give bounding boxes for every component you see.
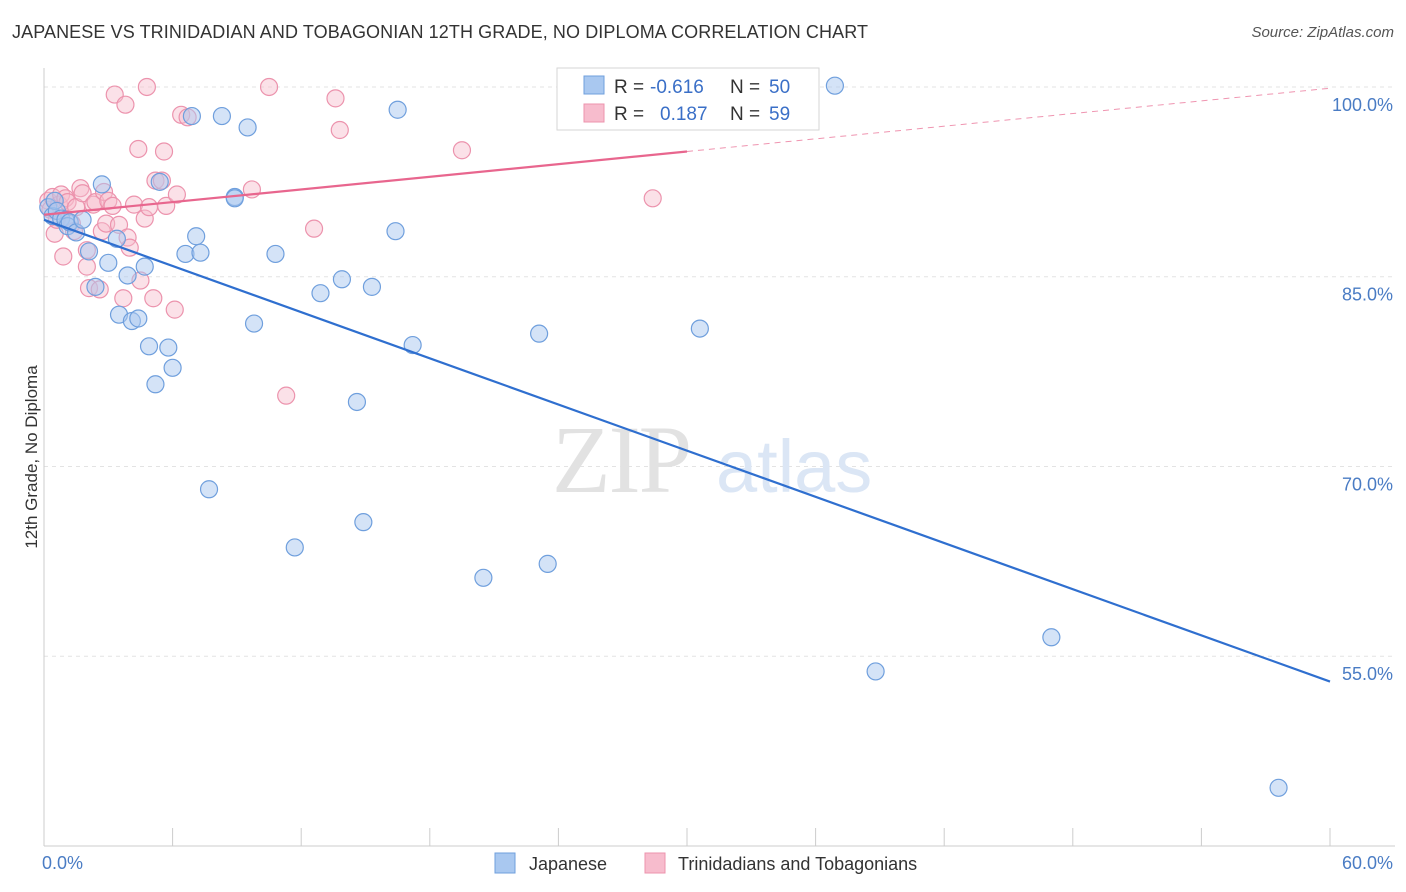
japanese-point (866, 662, 885, 681)
legend-swatch-trini (583, 103, 605, 123)
legend-swatch-japanese (583, 75, 605, 95)
japanese-point (538, 554, 557, 573)
trinidadian-point (277, 386, 296, 405)
legend-r-label-trini: R = (614, 104, 644, 125)
japanese-point (159, 338, 178, 357)
japanese-point (362, 277, 382, 296)
japanese-point (176, 244, 195, 264)
trinidadian-point (167, 185, 186, 204)
trinidadian-point (154, 142, 174, 161)
japanese-point (388, 100, 407, 119)
trinidadian-point (129, 139, 148, 159)
y-tick-label: 100.0% (1332, 95, 1393, 115)
source-attribution: Source: ZipAtlas.com (1251, 24, 1394, 41)
watermark: ZIP atlas (552, 406, 872, 513)
japanese-point (199, 480, 219, 499)
legend-r-value-trini: 0.187 (660, 104, 708, 125)
japanese-points (39, 76, 1288, 797)
watermark-zip: ZIP (552, 406, 690, 513)
japanese-point (73, 210, 92, 229)
japanese-point (118, 266, 137, 285)
japanese-point (354, 513, 373, 532)
trinidadian-point (114, 289, 133, 308)
grid-layer (44, 86, 1395, 657)
japanese-point (191, 243, 210, 262)
japanese-point (403, 335, 422, 355)
japanese-point (182, 106, 201, 126)
legend-n-value-trini: 59 (769, 104, 790, 125)
bottom-legend-swatch-japanese (494, 852, 516, 874)
japanese-point (530, 324, 549, 343)
trinidadian-point (54, 247, 73, 266)
japanese-point (474, 568, 493, 587)
trinidadian-point (330, 120, 349, 140)
bottom-legend-label-trini: Trinidadians and Tobagonians (678, 854, 917, 874)
japanese-point (129, 309, 148, 328)
legend-n-value-japanese: 50 (769, 77, 790, 98)
trinidadian-point (452, 141, 472, 160)
stats-legend: R = -0.616 N = 50 R = 0.187 N = 59 (556, 67, 820, 131)
japanese-point (99, 253, 118, 272)
japanese-point (332, 270, 352, 289)
japanese-point (86, 277, 105, 296)
trinidadian-point (77, 257, 96, 276)
watermark-atlas: atlas (716, 425, 872, 508)
legend-r-value-japanese: -0.616 (650, 77, 704, 98)
trinidadian-point (103, 196, 122, 215)
japanese-point (139, 337, 159, 356)
japanese-point (146, 375, 165, 394)
japanese-point (285, 538, 304, 557)
japanese-point (1269, 778, 1288, 797)
japanese-point (212, 106, 231, 126)
trinidadian-point (259, 77, 279, 97)
trinidadian-point (116, 95, 135, 114)
japanese-point (690, 319, 709, 338)
japanese-point (187, 227, 206, 246)
y-tick-label: 85.0% (1342, 285, 1393, 305)
trinidadian-trend-extension (686, 87, 1331, 152)
legend-n-label-japanese: N = (730, 77, 760, 98)
trinidadian-point (73, 184, 92, 203)
japanese-point (266, 244, 285, 264)
trinidadian-point (97, 214, 116, 233)
trend-lines (43, 87, 1331, 683)
y-tick-label: 70.0% (1342, 474, 1393, 494)
trinidadian-point (326, 89, 345, 108)
trinidadian-point (643, 189, 662, 208)
japanese-point (225, 189, 244, 208)
trinidadian-point (135, 209, 154, 228)
japanese-point (79, 242, 99, 261)
trinidadian-point (139, 198, 159, 217)
japanese-point (825, 76, 844, 95)
axis-labels: 100.0% 85.0% 70.0% 55.0% 0.0% 60.0% 12th Grade… (22, 95, 1393, 873)
japanese-trend-line (43, 218, 1331, 683)
japanese-point (244, 314, 264, 333)
japanese-point (135, 257, 154, 276)
japanese-point (347, 392, 367, 412)
y-tick-label: 55.0% (1342, 664, 1393, 684)
japanese-point (238, 118, 257, 137)
japanese-point (92, 175, 111, 194)
bottom-legend: Japanese Trinidadians and Tobagonians (494, 852, 917, 874)
bottom-legend-label-japanese: Japanese (529, 854, 607, 874)
japanese-point (1042, 628, 1061, 647)
trinidadian-trend-line (43, 150, 688, 216)
japanese-point (163, 358, 182, 377)
japanese-point (150, 172, 169, 191)
japanese-point (311, 284, 330, 303)
japanese-point (386, 222, 405, 241)
trinidadian-point (304, 219, 324, 238)
trinidadian-point (137, 77, 156, 97)
bottom-legend-swatch-trini (644, 852, 666, 874)
trinidadian-point (144, 289, 163, 308)
x-tick-label: 60.0% (1342, 853, 1393, 873)
y-axis-label: 12th Grade, No Diploma (22, 365, 41, 549)
x-tick-label: 0.0% (42, 853, 83, 873)
legend-r-label-japanese: R = (614, 77, 644, 98)
chart-title: JAPANESE VS TRINIDADIAN AND TOBAGONIAN 1… (12, 22, 869, 42)
legend-n-label-trini: N = (730, 104, 760, 125)
japanese-point (107, 229, 126, 248)
trinidadian-point (165, 300, 184, 319)
